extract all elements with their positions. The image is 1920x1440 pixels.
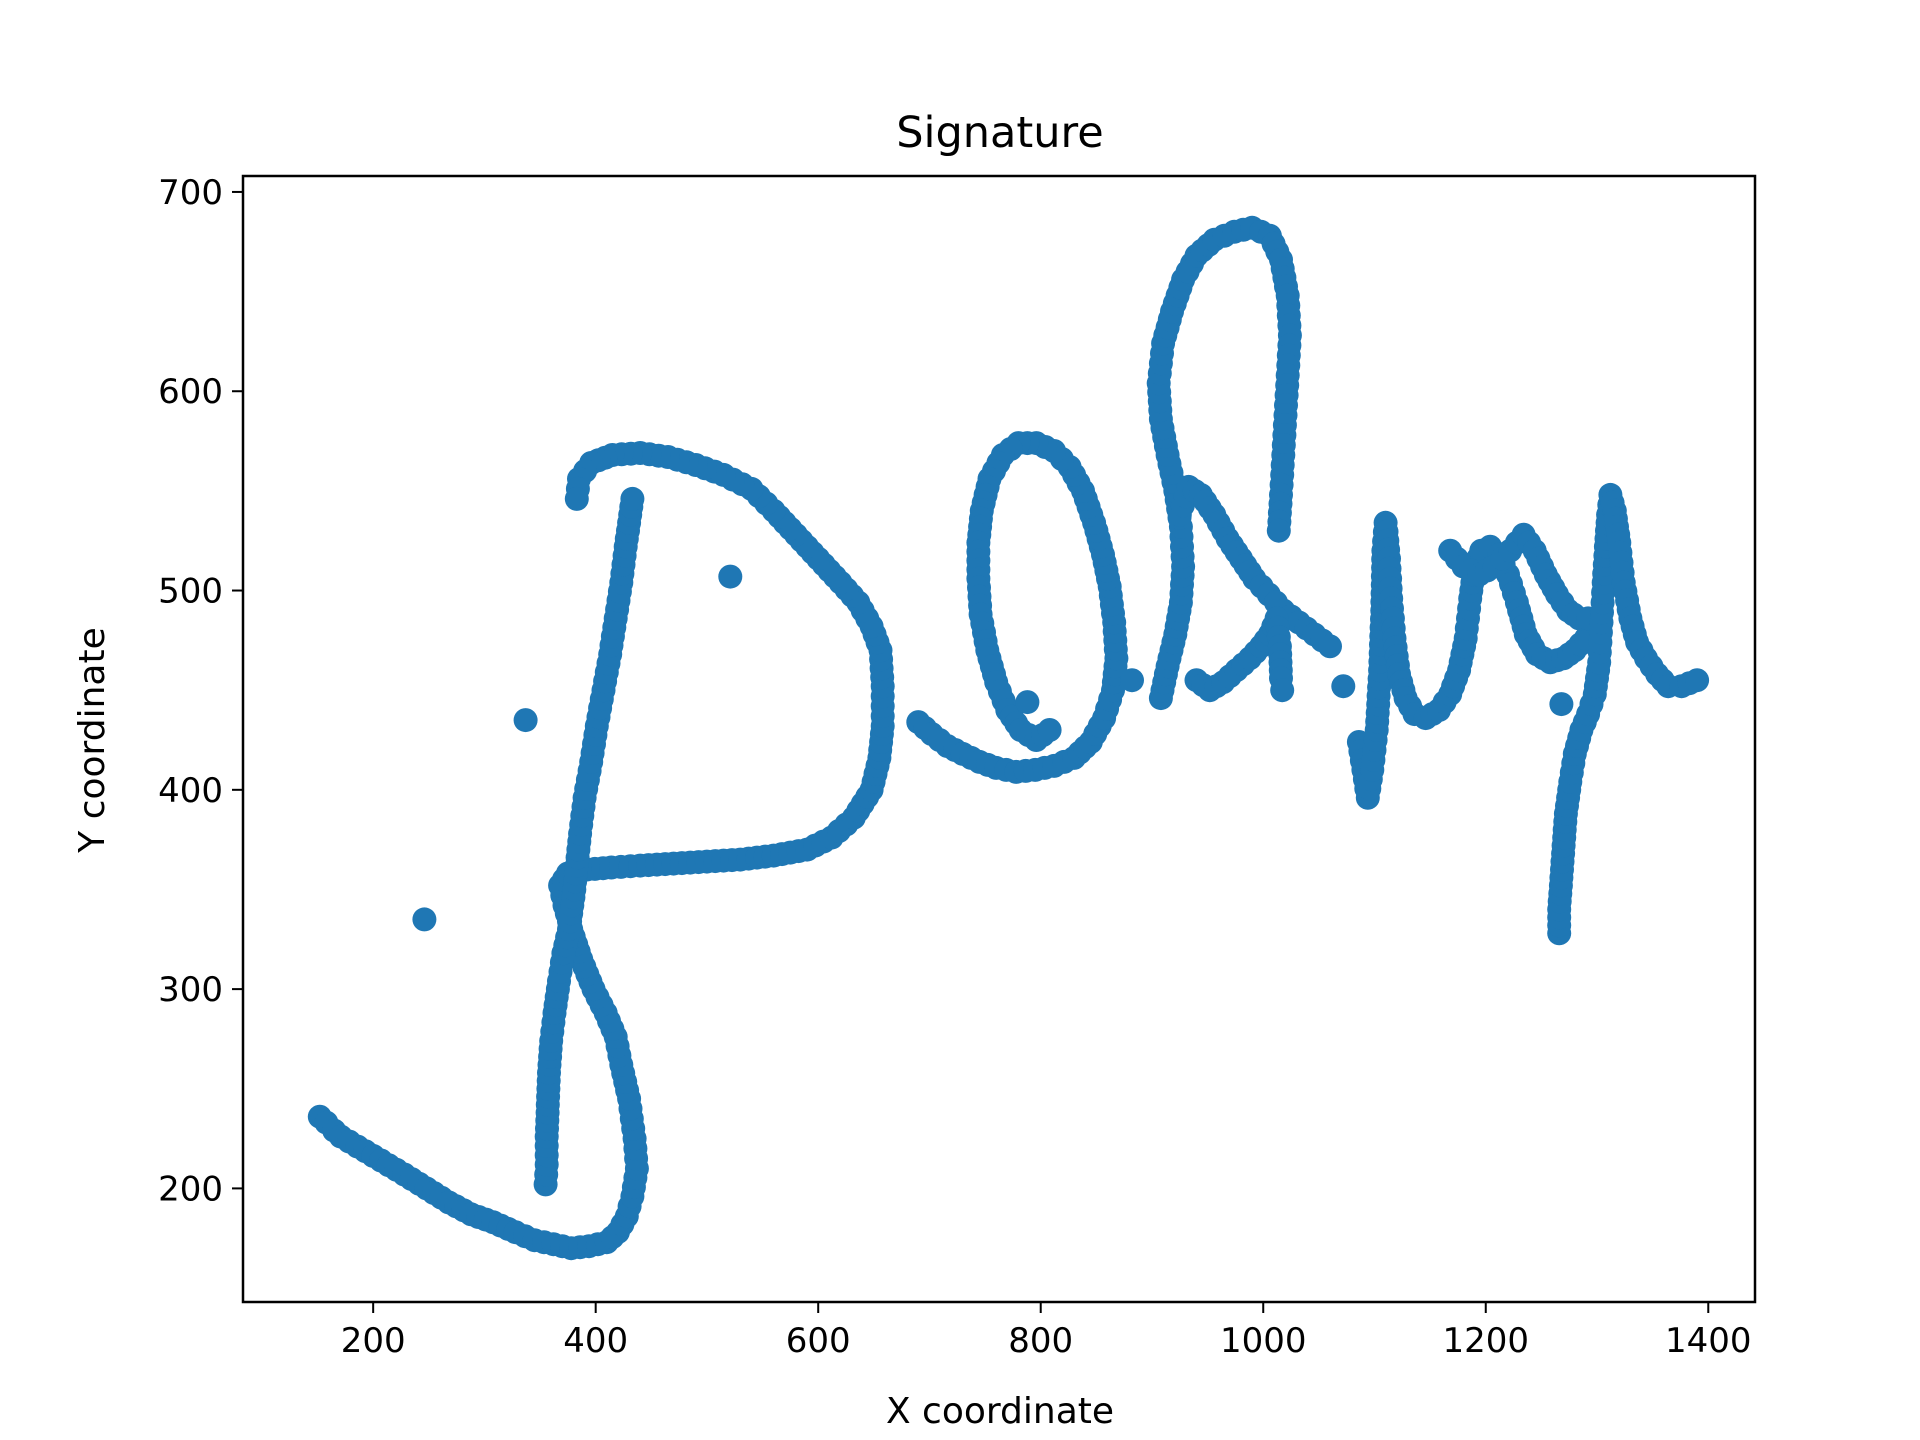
y-tick-label: 700 bbox=[158, 173, 223, 213]
data-point bbox=[1270, 678, 1295, 703]
data-point bbox=[718, 564, 743, 589]
data-point bbox=[620, 486, 645, 511]
chart-title: Signature bbox=[896, 108, 1103, 158]
data-point bbox=[1037, 718, 1062, 742]
y-tick-label: 200 bbox=[158, 1169, 223, 1209]
x-tick-label: 1400 bbox=[1665, 1321, 1752, 1361]
data-point bbox=[1685, 668, 1710, 693]
x-axis: 200 400 600 800 1000 1200 1400 bbox=[341, 1302, 1752, 1361]
y-tick-label: 500 bbox=[158, 572, 223, 612]
data-point bbox=[1015, 690, 1040, 715]
data-point bbox=[1318, 634, 1342, 659]
x-tick-label: 800 bbox=[1008, 1321, 1073, 1361]
x-tick-label: 200 bbox=[341, 1321, 406, 1361]
y-tick-label: 600 bbox=[158, 372, 223, 412]
y-tick-label: 400 bbox=[158, 771, 223, 811]
axes-frame bbox=[241, 174, 1757, 1304]
x-axis-label: X coordinate bbox=[886, 1391, 1114, 1432]
x-tick-label: 400 bbox=[563, 1321, 628, 1361]
data-point bbox=[564, 486, 589, 511]
data-point bbox=[1549, 692, 1574, 717]
y-tick-label: 300 bbox=[158, 970, 223, 1010]
plot-area bbox=[307, 215, 1710, 1261]
y-axis-label: Y coordinate bbox=[72, 627, 113, 853]
x-tick-label: 1200 bbox=[1442, 1321, 1529, 1361]
data-point bbox=[1120, 668, 1144, 693]
data-point bbox=[1331, 674, 1356, 699]
data-point bbox=[1266, 518, 1291, 543]
x-tick-label: 1000 bbox=[1220, 1321, 1307, 1361]
data-point bbox=[513, 708, 538, 733]
y-axis: 200 300 400 500 600 700 bbox=[158, 173, 243, 1209]
x-tick-label: 600 bbox=[786, 1321, 851, 1361]
data-point bbox=[412, 907, 437, 932]
